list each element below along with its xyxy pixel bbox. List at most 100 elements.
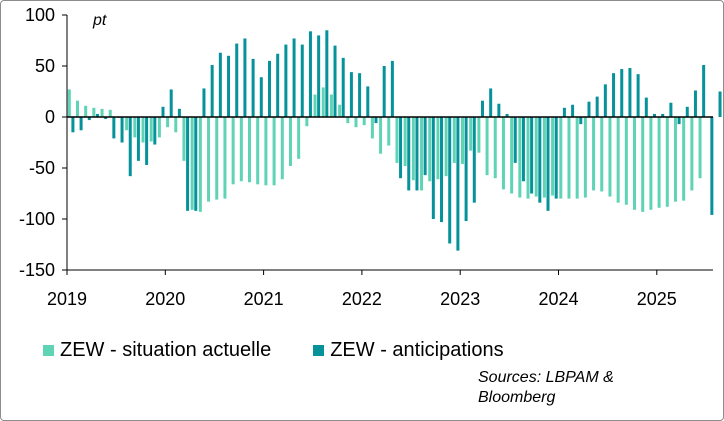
bar-chart: 100 50 0 -50 -100 -150 2019 2020 2021 2022 2023 202… <box>19 5 722 309</box>
bar-current-8 <box>133 117 137 138</box>
x-tick-label-2022: 2022 <box>342 289 382 309</box>
bar-expectations-13 <box>177 108 181 117</box>
bar-expectations-17 <box>210 64 214 117</box>
bar-expectations-58 <box>546 117 550 211</box>
bar-current-36 <box>362 117 366 126</box>
bar-current-63 <box>583 117 587 198</box>
unit-label: pt <box>92 12 107 29</box>
bar-expectations-28 <box>300 44 304 117</box>
bar-expectations-71 <box>653 113 656 117</box>
bar-current-29 <box>305 117 309 127</box>
bar-expectations-59 <box>554 117 558 199</box>
bar-current-61 <box>567 117 571 199</box>
bar-current-42 <box>411 117 415 181</box>
bar-expectations-6 <box>120 117 124 143</box>
bar-expectations-64 <box>595 96 599 117</box>
bar-current-72 <box>657 117 661 208</box>
bar-current-20 <box>231 117 235 185</box>
bar-expectations-53 <box>505 113 509 117</box>
bar-current-48 <box>461 117 464 164</box>
bar-current-62 <box>575 117 579 199</box>
bar-expectations-67 <box>620 69 624 117</box>
bar-current-74 <box>673 117 677 202</box>
bar-current-65 <box>600 117 604 192</box>
bar-expectations-49 <box>472 117 476 203</box>
bar-expectations-7 <box>128 117 132 177</box>
bar-current-49 <box>469 117 473 151</box>
bar-expectations-9 <box>145 117 149 165</box>
bar-current-67 <box>616 117 620 203</box>
bar-expectations-37 <box>374 117 378 124</box>
bar-expectations-40 <box>399 117 403 179</box>
bar-expectations-54 <box>513 117 517 163</box>
bar-current-10 <box>149 117 153 142</box>
bar-current-15 <box>190 117 194 210</box>
bar-current-17 <box>207 117 211 202</box>
bar-current-31 <box>321 87 325 117</box>
bar-current-73 <box>665 117 669 207</box>
x-tick-label-2023: 2023 <box>440 289 480 309</box>
bar-expectations-24 <box>268 60 271 117</box>
bar-current-68 <box>624 117 628 205</box>
bar-expectations-43 <box>423 117 427 176</box>
bar-expectations-44 <box>431 117 435 219</box>
bar-current-39 <box>387 117 391 146</box>
bar-expectations-31 <box>325 30 329 117</box>
bar-expectations-70 <box>644 97 648 117</box>
bar-expectations-47 <box>456 117 460 251</box>
bar-current-76 <box>690 117 694 191</box>
bar-expectations-30 <box>317 35 321 117</box>
bar-expectations-78 <box>710 117 714 215</box>
bar-expectations-16 <box>202 88 206 117</box>
bar-expectations-25 <box>276 53 280 117</box>
bar-current-0 <box>67 89 71 117</box>
bar-expectations-39 <box>390 60 394 117</box>
bar-current-77 <box>698 117 702 179</box>
bar-current-47 <box>452 117 456 163</box>
bar-current-55 <box>518 117 522 198</box>
bar-expectations-21 <box>243 38 247 117</box>
bar-expectations-35 <box>358 73 362 117</box>
bar-current-27 <box>288 117 292 166</box>
bar-expectations-19 <box>227 55 231 117</box>
bar-expectations-73 <box>669 102 673 117</box>
bar-expectations-4 <box>104 117 108 120</box>
bar-expectations-2 <box>87 117 91 121</box>
legend-label-current: ZEW - situation actuelle <box>60 339 272 361</box>
bar-current-14 <box>182 117 186 161</box>
bar-current-30 <box>313 94 317 117</box>
bar-expectations-48 <box>464 117 468 222</box>
bar-current-58 <box>542 117 546 198</box>
bar-current-64 <box>592 117 596 191</box>
bar-current-53 <box>501 117 505 190</box>
bar-expectations-5 <box>112 117 116 139</box>
y-tick-label-2: 0 <box>45 107 55 127</box>
bar-expectations-15 <box>194 117 198 211</box>
bar-expectations-27 <box>292 38 296 117</box>
legend-swatch-expectations <box>313 345 325 356</box>
bar-current-33 <box>338 104 342 117</box>
bar-expectations-18 <box>218 52 222 117</box>
bar-current-57 <box>534 117 538 197</box>
bar-expectations-33 <box>341 57 345 117</box>
bar-expectations-36 <box>366 86 370 117</box>
bar-current-37 <box>370 117 374 139</box>
bar-expectations-51 <box>489 88 493 117</box>
bar-current-7 <box>125 117 129 131</box>
legend-swatch-current <box>43 345 54 356</box>
bar-expectations-22 <box>251 58 255 117</box>
bar-current-21 <box>239 117 243 182</box>
bar-expectations-50 <box>480 100 484 117</box>
bar-expectations-61 <box>571 104 575 117</box>
y-tick-label-5: -150 <box>19 260 55 280</box>
bar-expectations-0 <box>71 117 75 133</box>
bar-expectations-32 <box>333 45 337 117</box>
bar-expectations-38 <box>382 66 386 117</box>
bar-expectations-55 <box>521 117 525 182</box>
bar-expectations-34 <box>349 72 353 117</box>
bar-current-41 <box>403 117 407 166</box>
x-tick-label-2025: 2025 <box>637 289 677 309</box>
legend-item-current: ZEW - situation actuelle <box>43 339 271 362</box>
bar-expectations-20 <box>235 43 239 118</box>
y-tick-label-4: -100 <box>19 209 55 229</box>
